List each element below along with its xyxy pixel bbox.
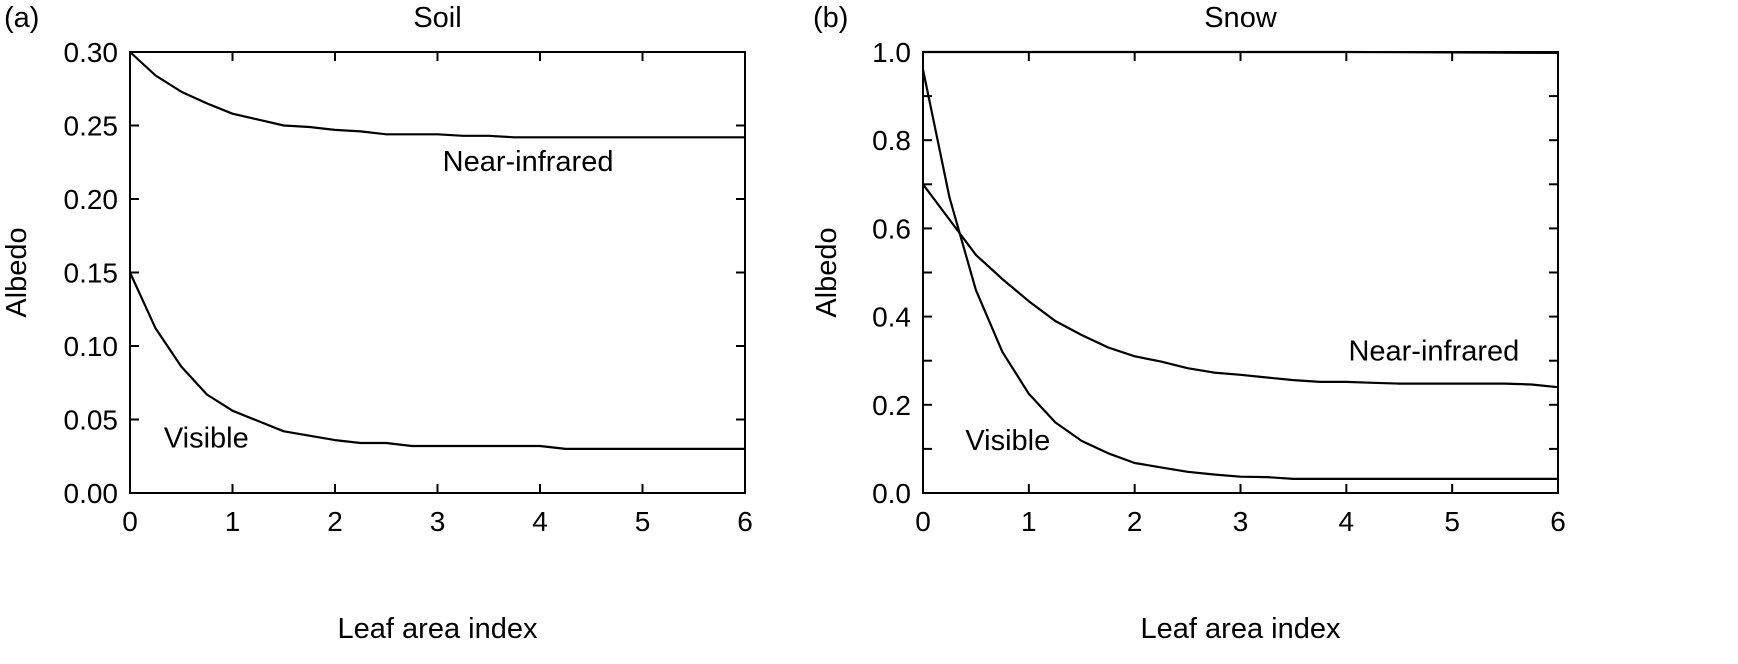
y-tick-label: 0.10 (64, 331, 119, 362)
x-tick-label: 0 (122, 506, 138, 537)
y-tick-label: 0.4 (872, 302, 911, 333)
x-axis-label: Leaf area index (338, 613, 538, 645)
x-tick-label: 6 (1550, 506, 1566, 537)
x-tick-label: 3 (430, 506, 446, 537)
chart-title: Snow (1204, 2, 1278, 34)
annotation-near-infrared: Near-infrared (443, 146, 614, 178)
chart-panel-a: (a) Soil 0 1 2 3 4 5 6 0.00 0.05 0.10 0.15 0.20 0.25 0.… (1, 2, 753, 645)
y-tick-label: 0.20 (64, 184, 119, 215)
y-tick-label: 0.15 (64, 258, 119, 289)
annotation-visible: Visible (965, 425, 1050, 457)
x-tick-label: 6 (737, 506, 753, 537)
series-line-near-infrared (922, 183, 1559, 389)
panel-label: (a) (4, 2, 39, 34)
x-tick-label: 1 (225, 506, 241, 537)
chart-panel-b: (b) Snow 0 1 2 3 4 5 6 0.0 0.2 0.4 0.6 0.8 1.0 Leaf are… (811, 2, 1566, 645)
x-tick-label: 1 (1021, 506, 1037, 537)
y-tick-label: 0.30 (64, 37, 119, 68)
y-tick-label: 0.6 (872, 213, 911, 244)
x-tick-label: 2 (327, 506, 343, 537)
x-axis-label: Leaf area index (1141, 613, 1341, 645)
annotation-visible: Visible (164, 422, 249, 454)
x-tick-label: 4 (532, 506, 548, 537)
y-tick-label: 0.00 (64, 478, 119, 509)
y-tick-label: 0.2 (872, 390, 911, 421)
panel-label: (b) (813, 2, 848, 34)
chart-title: Soil (413, 2, 461, 34)
series-line-visible (128, 272, 745, 450)
y-tick-label: 0.25 (64, 111, 119, 142)
series-line-visible (921, 69, 1558, 480)
y-tick-label: 1.0 (872, 37, 911, 68)
x-tick-label: 3 (1233, 506, 1249, 537)
y-tick-label: 0.05 (64, 405, 119, 436)
x-tick-label: 0 (915, 506, 931, 537)
y-axis-label: Albedo (811, 227, 843, 317)
series-line-near-infrared (129, 51, 745, 139)
x-tick-label: 2 (1127, 506, 1143, 537)
y-tick-label: 0.0 (872, 478, 911, 509)
annotation-near-infrared: Near-infrared (1348, 336, 1519, 368)
y-axis-label: Albedo (1, 227, 33, 317)
x-tick-label: 5 (1444, 506, 1460, 537)
y-tick-label: 0.8 (872, 125, 911, 156)
x-tick-label: 4 (1339, 506, 1355, 537)
series-line-unlabeled-2 (923, 50, 1559, 54)
x-tick-label: 5 (635, 506, 651, 537)
